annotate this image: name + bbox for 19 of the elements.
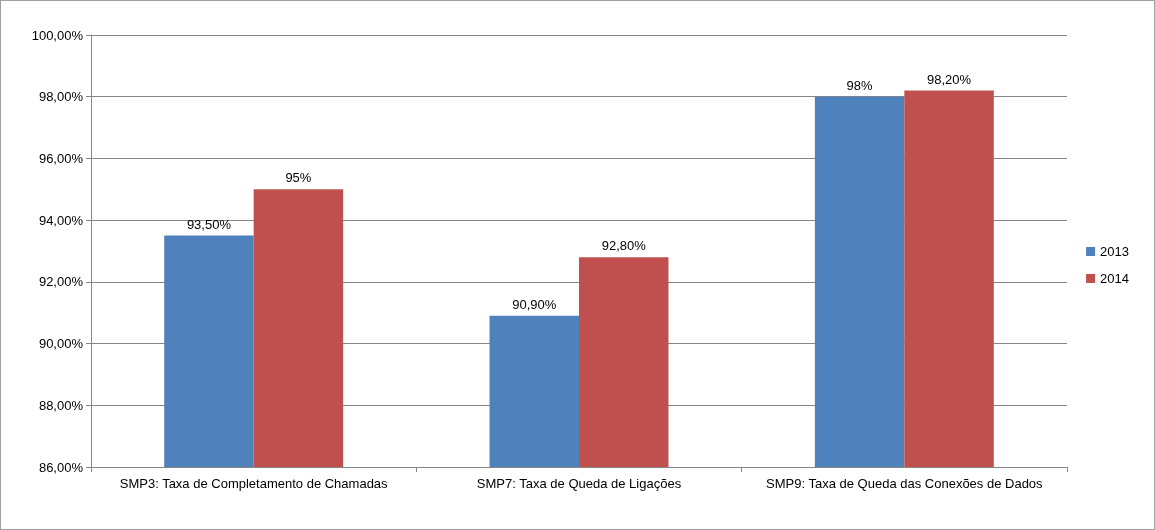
x-tick-label: SMP3: Taxa de Completamento de Chamadas	[119, 476, 389, 491]
x-tick-label: SMP7: Taxa de Queda de Ligações	[476, 476, 682, 491]
y-tick-label: 86,00%	[38, 459, 84, 475]
data-label: 92,80%	[601, 238, 647, 254]
legend-label: 2013	[1100, 244, 1129, 259]
data-label: 95%	[285, 170, 312, 186]
y-tick-label: 98,00%	[38, 89, 84, 105]
data-label: 90,90%	[512, 296, 557, 312]
data-label: 98%	[846, 77, 874, 93]
y-tick-label: 96,00%	[38, 150, 84, 166]
y-tick-label: 92,00%	[38, 274, 84, 290]
y-tick-label: 100,00%	[31, 27, 84, 43]
x-tick-label: SMP9: Taxa de Queda das Conexões de Dados	[766, 476, 1044, 491]
data-label: 98,20%	[927, 71, 972, 87]
y-tick-label: 90,00%	[38, 336, 84, 352]
y-tick-label: 94,00%	[38, 212, 84, 228]
y-tick-label: 88,00%	[38, 397, 84, 413]
data-label: 93,50%	[186, 216, 232, 232]
legend-label: 2014	[1100, 271, 1129, 286]
